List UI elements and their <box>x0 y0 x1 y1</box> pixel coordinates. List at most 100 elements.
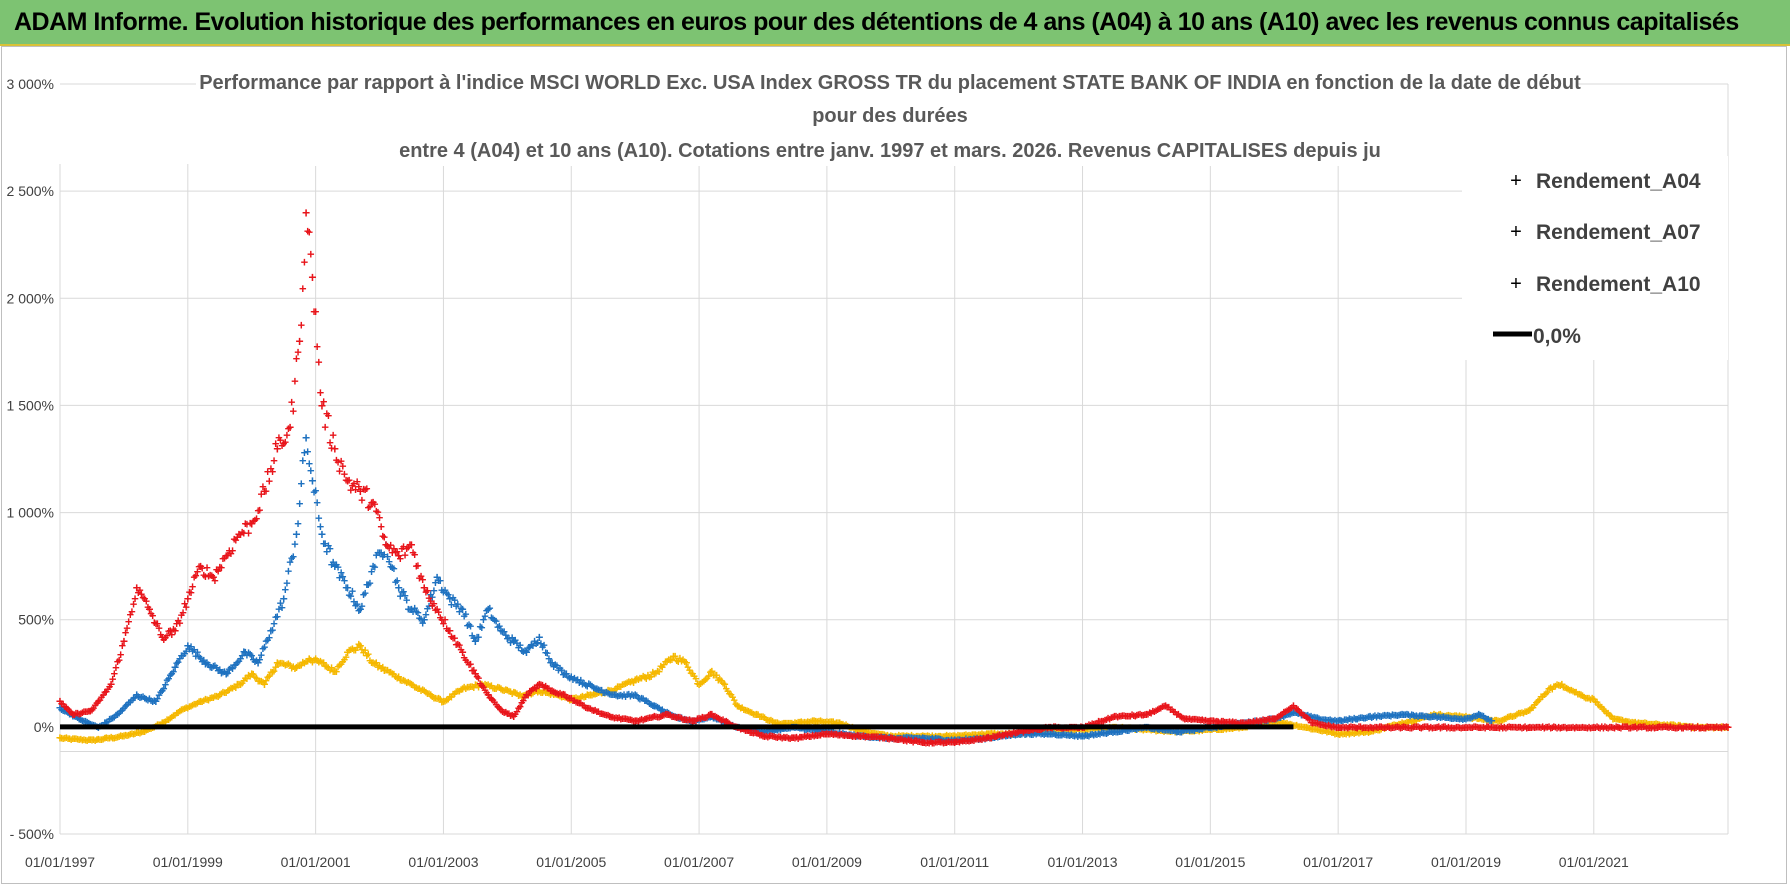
data-point: + <box>550 659 558 674</box>
data-point: + <box>1368 724 1376 739</box>
data-point: + <box>301 445 309 460</box>
data-point: + <box>943 733 951 748</box>
data-point: + <box>935 731 943 746</box>
data-point: + <box>967 732 975 747</box>
data-point: + <box>614 689 622 704</box>
data-point: + <box>890 731 898 746</box>
data-point: + <box>694 676 702 691</box>
data-point: + <box>120 727 128 743</box>
data-point: + <box>716 671 724 686</box>
data-point: + <box>574 672 582 688</box>
data-point: + <box>615 688 623 703</box>
data-point: + <box>377 545 385 560</box>
data-point: + <box>1424 709 1432 724</box>
data-point: + <box>580 689 588 704</box>
data-point: + <box>333 664 341 679</box>
data-point: + <box>967 728 975 743</box>
data-point: + <box>1366 723 1374 739</box>
data-point: + <box>1202 722 1210 737</box>
data-point: + <box>270 663 278 678</box>
data-point: + <box>115 729 123 744</box>
data-point: + <box>567 691 575 707</box>
data-point: + <box>948 729 956 744</box>
data-point: + <box>317 519 325 534</box>
data-point: + <box>684 659 692 674</box>
data-point: + <box>305 456 313 471</box>
data-point: + <box>866 730 874 745</box>
data-point: + <box>67 707 75 722</box>
data-point: + <box>786 715 794 730</box>
data-point: + <box>1350 726 1358 741</box>
data-point: + <box>398 673 406 688</box>
x-tick-label: 01/01/2017 <box>1303 854 1373 870</box>
data-point: + <box>192 648 200 663</box>
data-point: + <box>1461 709 1469 724</box>
data-point: + <box>1713 720 1721 735</box>
data-point: + <box>879 729 887 744</box>
data-point: + <box>1339 727 1347 742</box>
data-point: + <box>673 653 681 668</box>
data-point: + <box>69 709 77 724</box>
data-point: + <box>724 683 732 698</box>
data-point: + <box>660 657 668 672</box>
data-point: + <box>609 684 617 699</box>
data-point: + <box>286 554 294 569</box>
data-point: + <box>98 732 106 747</box>
data-point: + <box>355 636 363 651</box>
legend-label-zero: 0,0% <box>1533 325 1581 348</box>
data-point: + <box>406 676 414 691</box>
data-point: + <box>1178 725 1186 740</box>
data-point: + <box>932 728 940 743</box>
data-point: + <box>504 631 512 646</box>
data-point: + <box>1162 723 1170 738</box>
data-point: + <box>622 689 630 704</box>
data-point: + <box>1485 712 1493 727</box>
data-point: + <box>984 726 992 741</box>
data-point: + <box>1627 715 1635 730</box>
data-point: + <box>387 665 395 680</box>
data-point: + <box>1464 710 1472 725</box>
data-point: + <box>111 709 119 724</box>
data-point: + <box>1568 682 1576 697</box>
data-point: + <box>1718 719 1726 734</box>
data-point: + <box>283 576 291 591</box>
data-point: + <box>563 666 571 681</box>
data-point: + <box>1346 726 1354 741</box>
data-point: + <box>858 724 866 739</box>
data-point: + <box>205 657 213 672</box>
data-point: + <box>134 689 142 704</box>
data-point: + <box>964 732 972 747</box>
data-point: + <box>959 728 967 743</box>
data-point: + <box>425 599 433 614</box>
data-point: + <box>865 729 873 744</box>
data-point: + <box>849 728 857 743</box>
data-point: + <box>1325 724 1333 739</box>
data-point: + <box>1692 720 1700 735</box>
data-point: + <box>321 659 329 674</box>
data-point: + <box>184 637 192 653</box>
data-point: + <box>668 652 676 667</box>
data-point: + <box>352 598 360 613</box>
data-point: + <box>1608 709 1616 724</box>
data-point: + <box>649 665 657 680</box>
data-point: + <box>892 729 900 744</box>
data-point: + <box>847 727 855 742</box>
data-point: + <box>1392 717 1400 732</box>
data-point: + <box>708 663 716 679</box>
data-point: + <box>289 659 297 674</box>
data-point: + <box>1365 725 1373 740</box>
data-point: + <box>1008 727 1016 742</box>
data-point: + <box>58 702 66 717</box>
data-point: + <box>937 729 945 744</box>
data-point: + <box>683 713 691 728</box>
data-point: + <box>1675 718 1683 733</box>
data-point: + <box>922 730 930 745</box>
data-point: + <box>224 683 232 698</box>
data-point: + <box>1456 708 1464 723</box>
data-point: + <box>82 714 90 729</box>
data-point: + <box>676 711 684 726</box>
data-point: + <box>210 659 218 674</box>
data-point: + <box>945 728 953 743</box>
data-point: + <box>1256 716 1264 731</box>
data-point: + <box>427 587 435 602</box>
